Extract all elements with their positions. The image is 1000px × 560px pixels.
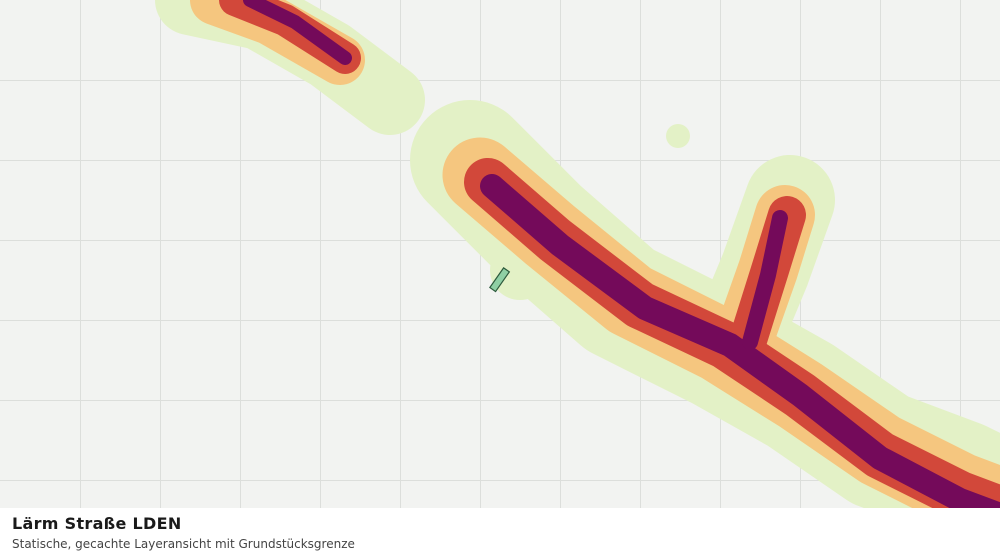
noise-bands <box>155 0 1000 560</box>
caption-panel: Lärm Straße LDEN Statische, gecachte Lay… <box>0 508 1000 560</box>
parcel-boundary[interactable] <box>489 267 511 293</box>
layer-title: Lärm Straße LDEN <box>12 514 182 533</box>
layer-subtitle: Statische, gecachte Layeransicht mit Gru… <box>12 537 355 551</box>
